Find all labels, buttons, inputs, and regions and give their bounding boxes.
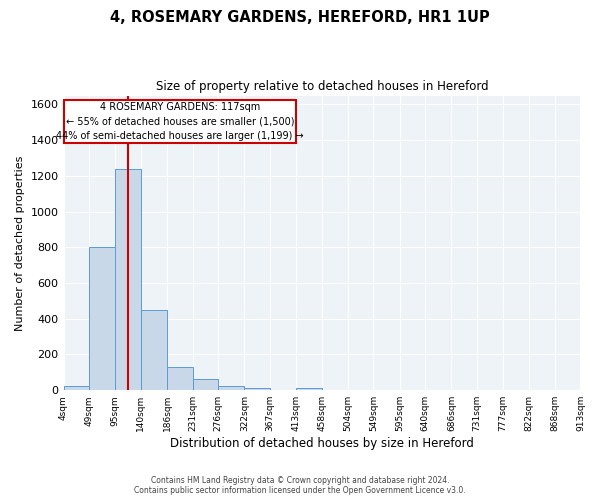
Text: Contains HM Land Registry data © Crown copyright and database right 2024.
Contai: Contains HM Land Registry data © Crown c… (134, 476, 466, 495)
Y-axis label: Number of detached properties: Number of detached properties (15, 155, 25, 330)
Bar (193, 380, 218, 390)
Text: 4 ROSEMARY GARDENS: 117sqm: 4 ROSEMARY GARDENS: 117sqm (100, 102, 260, 112)
Text: 4, ROSEMARY GARDENS, HEREFORD, HR1 1UP: 4, ROSEMARY GARDENS, HEREFORD, HR1 1UP (110, 10, 490, 25)
Text: ← 55% of detached houses are smaller (1,500): ← 55% of detached houses are smaller (1,… (65, 116, 294, 126)
Bar (89, 248, 115, 390)
Bar (64, 100, 296, 143)
Text: 44% of semi-detached houses are larger (1,199) →: 44% of semi-detached houses are larger (… (56, 130, 304, 140)
Bar (167, 367, 193, 390)
Title: Size of property relative to detached houses in Hereford: Size of property relative to detached ho… (156, 80, 488, 93)
Bar (218, 386, 244, 390)
Bar (64, 386, 89, 390)
Bar (115, 169, 141, 390)
X-axis label: Distribution of detached houses by size in Hereford: Distribution of detached houses by size … (170, 437, 474, 450)
Bar (296, 388, 322, 390)
Bar (141, 310, 167, 390)
Bar (244, 388, 270, 390)
